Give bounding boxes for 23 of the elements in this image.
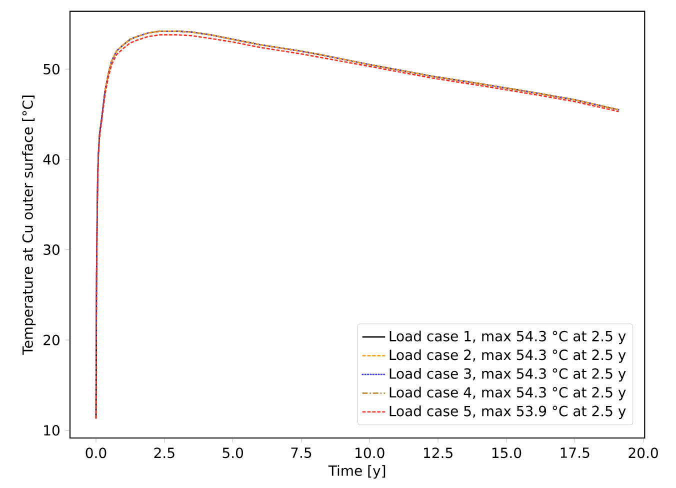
y-tick-label: 30	[44, 244, 60, 255]
y-tick-label: 20	[44, 334, 60, 346]
legend-label: Load case 4, max 54.3 °C at 2.5 y	[390, 386, 626, 400]
x-tick-label: 5.0	[222, 448, 244, 458]
y-tick-label: 10	[44, 425, 60, 436]
y-tick-label: 50	[44, 64, 60, 74]
y-axis-title: Temperature at Cu outer surface [°C]	[22, 96, 36, 355]
x-tick-label: 17.5	[560, 448, 590, 458]
x-tick-label: 7.5	[291, 448, 312, 458]
x-tick-label: 2.5	[154, 448, 174, 458]
x-axis-title: Time [y]	[328, 465, 386, 479]
x-tick-label: 20.0	[628, 448, 658, 458]
x-tick-label: 12.5	[424, 448, 452, 458]
legend-label: Load case 3, max 54.3 °C at 2.5 y	[390, 368, 626, 382]
x-tick-label: 10.0	[356, 448, 384, 458]
line-series	[96, 30, 620, 341]
legend-label: Load case 5, max 53.9 °C at 2.5 y	[390, 406, 626, 420]
legend-label: Load case 1, max 54.3 °C at 2.5 y	[390, 330, 626, 344]
line-series	[104, 30, 620, 110]
x-tick-label: 15.0	[492, 448, 522, 458]
legend-label: Load case 2, max 54.3 °C at 2.5 y	[390, 349, 626, 363]
x-tick-label: 0.0	[86, 448, 106, 458]
y-tick-label: 40	[43, 154, 60, 165]
